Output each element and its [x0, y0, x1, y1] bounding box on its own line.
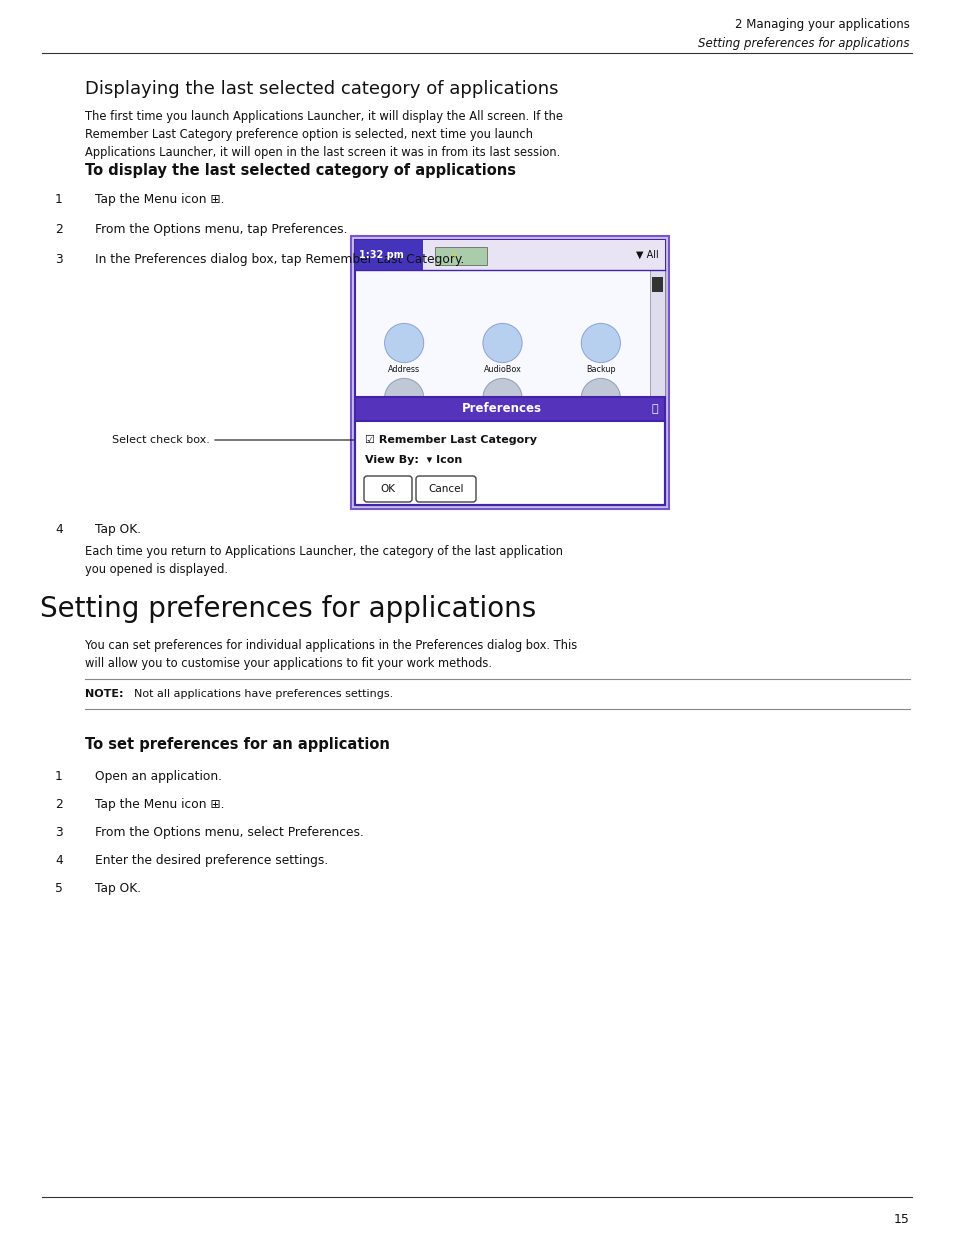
Text: To display the last selected category of applications: To display the last selected category of…: [85, 163, 516, 178]
Text: Address: Address: [388, 366, 419, 374]
Text: 2: 2: [55, 224, 63, 236]
Text: 5: 5: [55, 882, 63, 895]
Text: Setting preferences for applications: Setting preferences for applications: [698, 37, 909, 49]
Text: Tap the Menu icon ⊞.: Tap the Menu icon ⊞.: [95, 798, 224, 811]
Text: Preferences: Preferences: [461, 403, 541, 415]
FancyBboxPatch shape: [364, 475, 412, 501]
Text: ⓘ: ⓘ: [651, 404, 658, 414]
Circle shape: [482, 378, 521, 417]
Text: Tap the Menu icon ⊞.: Tap the Menu icon ⊞.: [95, 193, 224, 206]
Text: 3: 3: [55, 253, 63, 266]
Bar: [351, 236, 668, 509]
Text: Cancel: Cancel: [428, 484, 463, 494]
Circle shape: [384, 324, 423, 363]
Circle shape: [482, 324, 521, 363]
Circle shape: [384, 378, 423, 417]
Text: NOTE:: NOTE:: [85, 689, 123, 699]
Bar: [355, 421, 664, 505]
Text: From the Options menu, tap Preferences.: From the Options menu, tap Preferences.: [95, 224, 347, 236]
Circle shape: [580, 324, 619, 363]
Bar: [422, 240, 664, 270]
Text: 15: 15: [893, 1213, 909, 1226]
Text: Not all applications have preferences settings.: Not all applications have preferences se…: [127, 689, 393, 699]
Text: 4: 4: [55, 853, 63, 867]
Text: AudioBox: AudioBox: [483, 366, 521, 374]
Circle shape: [580, 378, 619, 417]
Text: 1: 1: [55, 769, 63, 783]
Bar: [355, 396, 664, 505]
Text: The first time you launch Applications Launcher, it will display the All screen.: The first time you launch Applications L…: [85, 110, 562, 159]
Text: Backup: Backup: [585, 366, 615, 374]
Text: Each time you return to Applications Launcher, the category of the last applicat: Each time you return to Applications Lau…: [85, 545, 562, 576]
Text: Enter the desired preference settings.: Enter the desired preference settings.: [95, 853, 328, 867]
Bar: [355, 240, 664, 505]
Text: 2: 2: [55, 798, 63, 811]
Text: View By:  ▾ Icon: View By: ▾ Icon: [365, 454, 462, 466]
Bar: [355, 240, 422, 270]
Text: 1:32 pm: 1:32 pm: [358, 249, 403, 261]
Bar: [651, 277, 662, 291]
Text: In the Preferences dialog box, tap Remember Last Category.: In the Preferences dialog box, tap Remem…: [95, 253, 464, 266]
Text: To set preferences for an application: To set preferences for an application: [85, 737, 390, 752]
Text: Tap OK.: Tap OK.: [95, 522, 141, 536]
Text: Select check box.: Select check box.: [112, 435, 210, 445]
Text: ⚡: ⚡: [450, 252, 456, 261]
Bar: [649, 270, 664, 420]
Text: 1: 1: [55, 193, 63, 206]
Text: Displaying the last selected category of applications: Displaying the last selected category of…: [85, 80, 558, 98]
Text: You can set preferences for individual applications in the Preferences dialog bo: You can set preferences for individual a…: [85, 638, 577, 671]
Bar: [435, 247, 486, 266]
FancyBboxPatch shape: [416, 475, 476, 501]
Text: 3: 3: [55, 826, 63, 839]
Text: 2 Managing your applications: 2 Managing your applications: [735, 19, 909, 31]
Text: Setting preferences for applications: Setting preferences for applications: [40, 595, 536, 622]
Bar: [355, 396, 664, 421]
Text: ▼ All: ▼ All: [636, 249, 659, 261]
Text: From the Options menu, select Preferences.: From the Options menu, select Preference…: [95, 826, 363, 839]
Text: ☑ Remember Last Category: ☑ Remember Last Category: [365, 435, 537, 445]
Text: 4: 4: [55, 522, 63, 536]
Text: Open an application.: Open an application.: [95, 769, 222, 783]
Text: OK: OK: [380, 484, 395, 494]
Text: Tap OK.: Tap OK.: [95, 882, 141, 895]
